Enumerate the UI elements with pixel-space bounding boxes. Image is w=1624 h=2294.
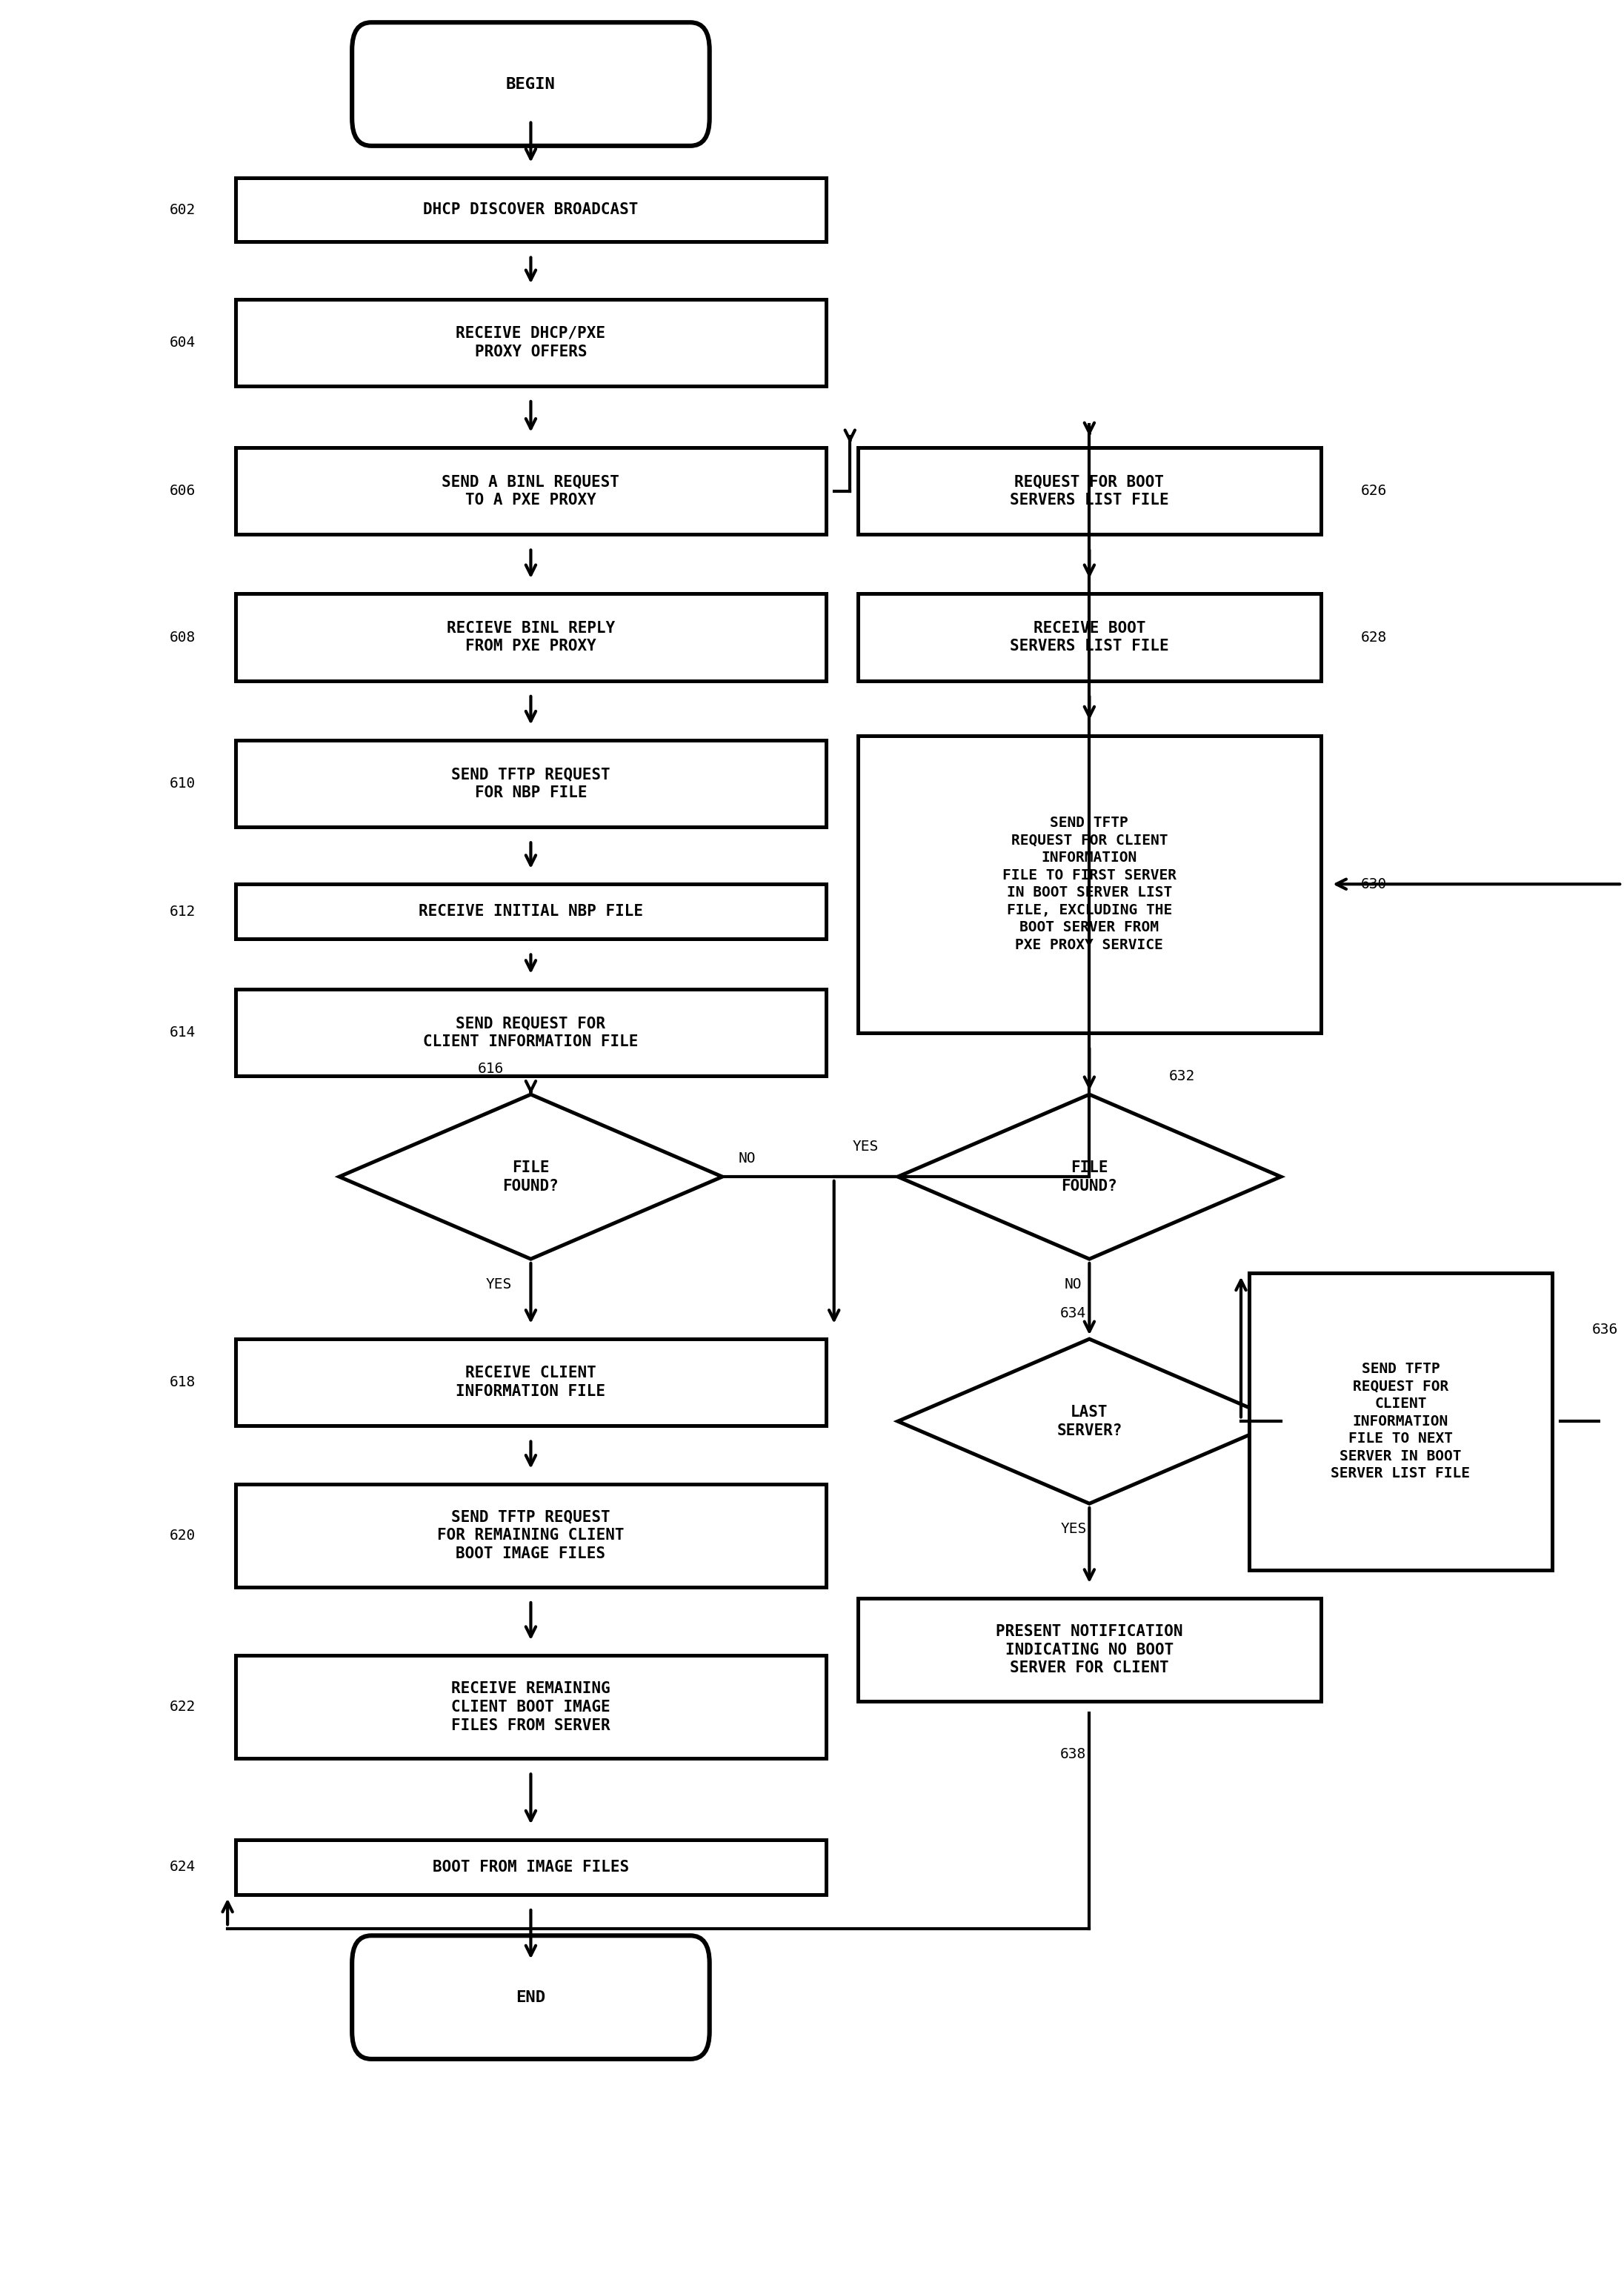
Text: 610: 610 [169,778,195,791]
Text: FILE
FOUND?: FILE FOUND? [503,1161,559,1193]
FancyBboxPatch shape [235,1840,827,1895]
Text: 618: 618 [169,1376,195,1390]
Text: RECEIVE REMAINING
CLIENT BOOT IMAGE
FILES FROM SERVER: RECEIVE REMAINING CLIENT BOOT IMAGE FILE… [451,1682,611,1732]
Text: 622: 622 [169,1700,195,1714]
FancyBboxPatch shape [857,594,1320,681]
Text: 612: 612 [169,904,195,918]
Text: SEND TFTP REQUEST
FOR REMAINING CLIENT
BOOT IMAGE FILES: SEND TFTP REQUEST FOR REMAINING CLIENT B… [437,1509,624,1562]
Text: RECEIVE INITIAL NBP FILE: RECEIVE INITIAL NBP FILE [419,904,643,920]
Text: 616: 616 [477,1062,503,1076]
Text: 626: 626 [1361,484,1387,498]
Text: SEND TFTP
REQUEST FOR CLIENT
INFORMATION
FILE TO FIRST SERVER
IN BOOT SERVER LIS: SEND TFTP REQUEST FOR CLIENT INFORMATION… [1002,817,1176,952]
Text: 636: 636 [1592,1324,1618,1337]
Text: 628: 628 [1361,631,1387,645]
FancyBboxPatch shape [352,23,710,147]
Text: LAST
SERVER?: LAST SERVER? [1057,1404,1122,1438]
Text: NO: NO [1065,1278,1082,1292]
Text: NO: NO [1298,1397,1314,1411]
Text: RECEIVE CLIENT
INFORMATION FILE: RECEIVE CLIENT INFORMATION FILE [456,1365,606,1399]
FancyBboxPatch shape [857,447,1320,535]
Text: 630: 630 [1361,876,1387,890]
FancyBboxPatch shape [235,883,827,938]
FancyBboxPatch shape [235,447,827,535]
Text: 614: 614 [169,1025,195,1039]
FancyBboxPatch shape [235,1340,827,1427]
Text: 608: 608 [169,631,195,645]
Text: SEND TFTP REQUEST
FOR NBP FILE: SEND TFTP REQUEST FOR NBP FILE [451,766,611,801]
Text: SEND A BINL REQUEST
TO A PXE PROXY: SEND A BINL REQUEST TO A PXE PROXY [442,475,620,507]
Polygon shape [898,1340,1281,1503]
Text: 624: 624 [169,1860,195,1874]
FancyBboxPatch shape [235,989,827,1076]
Polygon shape [339,1094,723,1259]
FancyBboxPatch shape [235,594,827,681]
Text: 632: 632 [1169,1069,1195,1083]
FancyBboxPatch shape [235,741,827,828]
Text: 638: 638 [1060,1748,1086,1762]
Text: YES: YES [1060,1521,1086,1537]
Text: 634: 634 [1060,1308,1086,1321]
Text: BEGIN: BEGIN [507,76,555,92]
Text: RECIEVE BINL REPLY
FROM PXE PROXY: RECIEVE BINL REPLY FROM PXE PROXY [447,622,615,654]
FancyBboxPatch shape [235,179,827,241]
Text: BOOT FROM IMAGE FILES: BOOT FROM IMAGE FILES [432,1860,628,1874]
Text: DHCP DISCOVER BROADCAST: DHCP DISCOVER BROADCAST [424,202,638,218]
Text: NO: NO [739,1152,755,1165]
Text: 606: 606 [169,484,195,498]
Text: PRESENT NOTIFICATION
INDICATING NO BOOT
SERVER FOR CLIENT: PRESENT NOTIFICATION INDICATING NO BOOT … [996,1624,1182,1675]
Polygon shape [898,1094,1281,1259]
Text: SEND REQUEST FOR
CLIENT INFORMATION FILE: SEND REQUEST FOR CLIENT INFORMATION FILE [424,1016,638,1048]
FancyBboxPatch shape [235,298,827,385]
Text: REQUEST FOR BOOT
SERVERS LIST FILE: REQUEST FOR BOOT SERVERS LIST FILE [1010,475,1169,507]
Text: 604: 604 [169,335,195,349]
Text: RECEIVE BOOT
SERVERS LIST FILE: RECEIVE BOOT SERVERS LIST FILE [1010,622,1169,654]
FancyBboxPatch shape [235,1656,827,1759]
Text: END: END [516,1989,546,2005]
Text: YES: YES [486,1278,512,1292]
Text: FILE
FOUND?: FILE FOUND? [1062,1161,1117,1193]
FancyBboxPatch shape [235,1484,827,1587]
Text: 620: 620 [169,1528,195,1542]
FancyBboxPatch shape [857,736,1320,1032]
FancyBboxPatch shape [857,1599,1320,1702]
FancyBboxPatch shape [1249,1273,1553,1569]
Text: YES: YES [853,1140,879,1154]
Text: SEND TFTP
REQUEST FOR
CLIENT
INFORMATION
FILE TO NEXT
SERVER IN BOOT
SERVER LIST: SEND TFTP REQUEST FOR CLIENT INFORMATION… [1332,1363,1470,1480]
Text: 602: 602 [169,202,195,218]
Text: RECEIVE DHCP/PXE
PROXY OFFERS: RECEIVE DHCP/PXE PROXY OFFERS [456,326,606,358]
FancyBboxPatch shape [352,1936,710,2060]
